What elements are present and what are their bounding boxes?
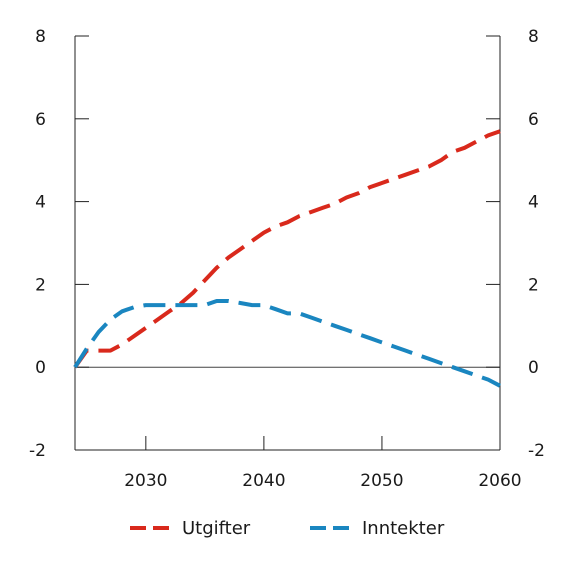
- series-line-utgifter: [73, 129, 501, 369]
- y-tick-label-right: 6: [528, 110, 539, 130]
- y-tick-label-right: 8: [528, 27, 539, 47]
- legend-label-utgifter: Utgifter: [182, 518, 251, 539]
- x-tick-label: 2060: [478, 471, 521, 491]
- y-tick-label-right: -2: [528, 441, 545, 461]
- legend: Utgifter Inntekter: [130, 518, 445, 539]
- y-tick-label-left: 6: [35, 110, 46, 130]
- y-tick-label-right: 0: [528, 358, 539, 378]
- series-layer: [73, 129, 501, 388]
- legend-label-inntekter: Inntekter: [362, 518, 445, 539]
- x-tick-label: 2040: [242, 471, 285, 491]
- axes: -2 -2 0 0 2 2 4 4 6 6 8 8 2030 2040 2050 2060: [29, 27, 545, 491]
- y-tick-label-right: 4: [528, 193, 539, 213]
- y-tick-label-right: 2: [528, 275, 539, 295]
- y-tick-label-left: 4: [35, 193, 46, 213]
- x-tick-label: 2030: [124, 471, 167, 491]
- x-tick-label: 2050: [360, 471, 403, 491]
- y-tick-label-left: 2: [35, 275, 46, 295]
- y-tick-label-left: 0: [35, 358, 46, 378]
- y-tick-label-left: -2: [29, 441, 46, 461]
- y-tick-label-left: 8: [35, 27, 46, 47]
- series-line-inntekter: [73, 299, 501, 388]
